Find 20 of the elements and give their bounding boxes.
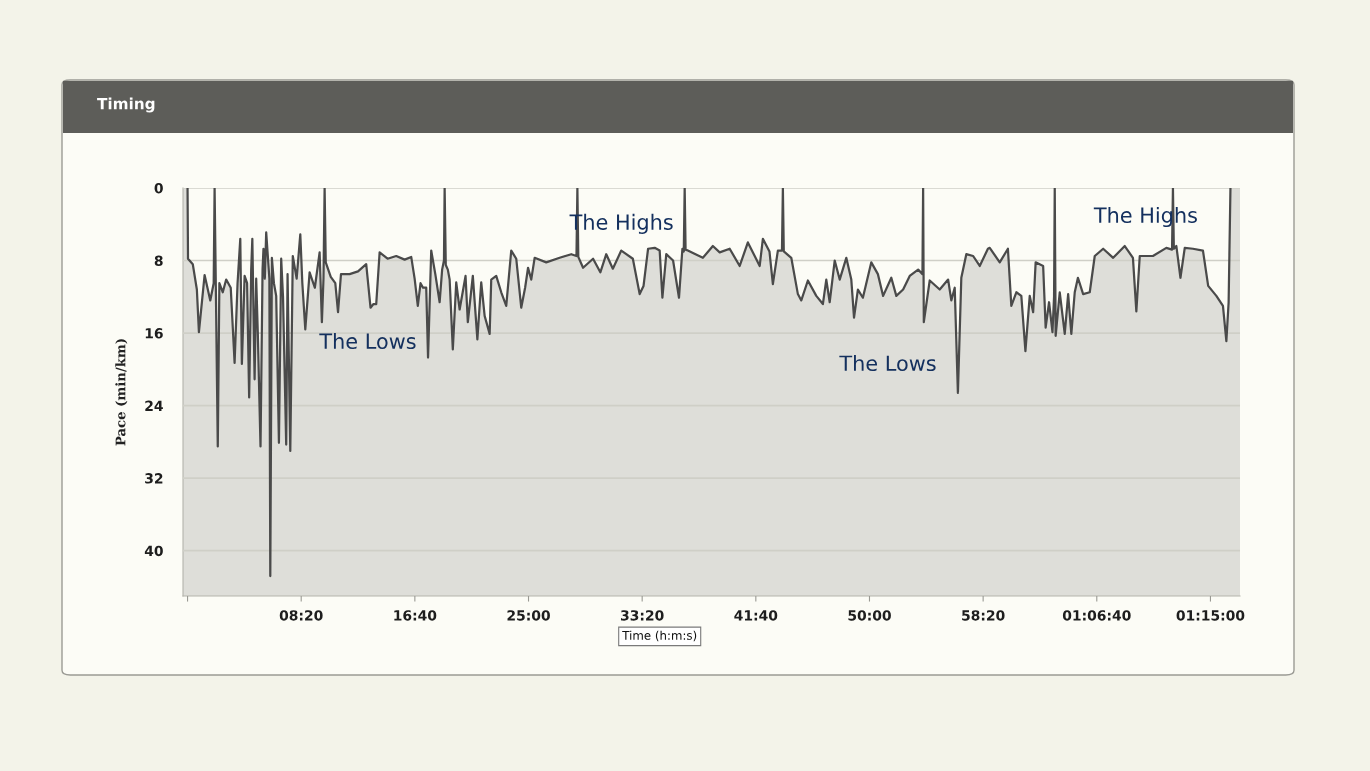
x-tick-label: 58:20 <box>962 610 1005 621</box>
chart-title: Timing <box>97 97 155 113</box>
x-tick-label: 01:15:00 <box>1176 610 1245 621</box>
x-tick-label: 01:06:40 <box>1062 610 1131 621</box>
y-axis-title: Pace (min/km) <box>115 339 128 446</box>
x-tick-label: 16:40 <box>394 610 437 621</box>
x-axis-title: Time (h:m:s) <box>622 630 697 642</box>
x-tick-label: 41:40 <box>734 610 778 621</box>
y-tick-label: 32 <box>145 473 163 484</box>
annotation: The Lows <box>319 332 416 350</box>
x-tick-label: 08:20 <box>279 610 323 621</box>
x-tick-label: 25:00 <box>507 610 550 621</box>
y-tick-label: 16 <box>145 328 163 339</box>
x-tick-label: 50:00 <box>848 610 891 621</box>
y-tick-label: 0 <box>154 182 163 194</box>
y-tick-label: 40 <box>144 545 163 557</box>
x-tick-label: 33:20 <box>620 610 664 621</box>
y-tick-label: 8 <box>154 255 163 267</box>
annotation: The Lows <box>839 354 936 372</box>
y-tick-label: 24 <box>145 400 163 411</box>
